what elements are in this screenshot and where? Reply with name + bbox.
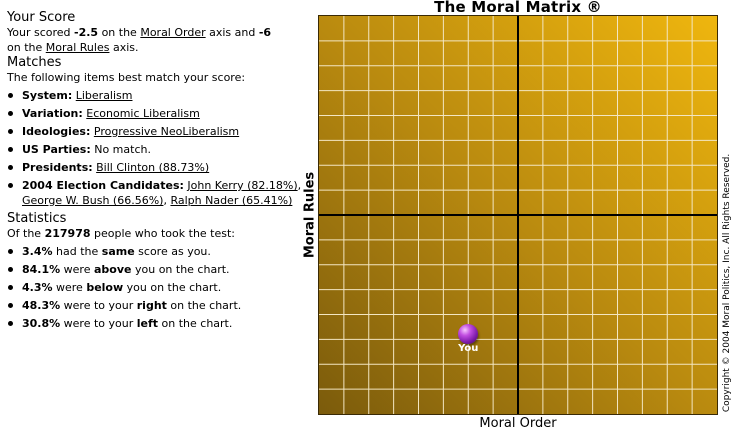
system-link[interactable]: Liberalism — [75, 89, 133, 102]
match-system: System: Liberalism — [7, 88, 307, 103]
moral-rules-link[interactable]: Moral Rules — [45, 41, 110, 54]
moral-order-link[interactable]: Moral Order — [140, 26, 206, 39]
moral-matrix-plot: You — [318, 15, 718, 415]
statistics-intro: Of the 217978 people who took the test: — [7, 227, 236, 240]
y-axis-label: Moral Rules — [302, 171, 318, 259]
statistics-heading: Statistics — [7, 211, 67, 226]
matches-intro: The following items best match your scor… — [7, 71, 246, 84]
results-panel: Your Score Your scored -2.5 on the Moral… — [7, 10, 307, 334]
you-marker-label: You — [458, 343, 479, 355]
score-heading: Your Score — [7, 10, 76, 25]
moral-rules-score: -6 — [258, 26, 272, 39]
stat-right: 48.3% were to your right on the chart. — [7, 298, 307, 313]
stat-left: 30.8% were to your left on the chart. — [7, 316, 307, 331]
candidate-bush-link[interactable]: George W. Bush (66.56%) — [22, 194, 164, 207]
stat-same: 3.4% had the same score as you. — [7, 244, 307, 259]
you-marker — [458, 324, 479, 345]
x-axis-label: Moral Order — [479, 416, 557, 431]
moral-order-score: -2.5 — [74, 26, 99, 39]
match-ideologies: Ideologies: Progressive NeoLiberalism — [7, 124, 307, 139]
ideologies-link[interactable]: Progressive NeoLiberalism — [93, 125, 240, 138]
match-candidates: 2004 Election Candidates: John Kerry (82… — [7, 178, 307, 208]
participant-count: 217978 — [44, 227, 91, 240]
stat-above: 84.1% were above you on the chart. — [7, 262, 307, 277]
copyright-notice: Copyright © 2004 Moral Politics, Inc. Al… — [722, 153, 732, 413]
matches-list: System: Liberalism Variation: Economic L… — [7, 88, 307, 208]
statistics-list: 3.4% had the same score as you. 84.1% we… — [7, 244, 307, 331]
variation-link[interactable]: Economic Liberalism — [86, 107, 200, 120]
candidate-kerry-link[interactable]: John Kerry (82.18%) — [187, 179, 298, 192]
x-axis-line — [319, 214, 717, 216]
match-variation: Variation: Economic Liberalism — [7, 106, 307, 121]
stat-below: 4.3% were below you on the chart. — [7, 280, 307, 295]
chart-title: The Moral Matrix ® — [434, 0, 602, 16]
score-text: Your scored -2.5 on the Moral Order axis… — [7, 26, 272, 54]
president-link[interactable]: Bill Clinton (88.73%) — [96, 161, 210, 174]
match-us-parties: US Parties: No match. — [7, 142, 307, 157]
match-presidents: Presidents: Bill Clinton (88.73%) — [7, 160, 307, 175]
candidate-nader-link[interactable]: Ralph Nader (65.41%) — [170, 194, 293, 207]
matches-heading: Matches — [7, 55, 62, 70]
